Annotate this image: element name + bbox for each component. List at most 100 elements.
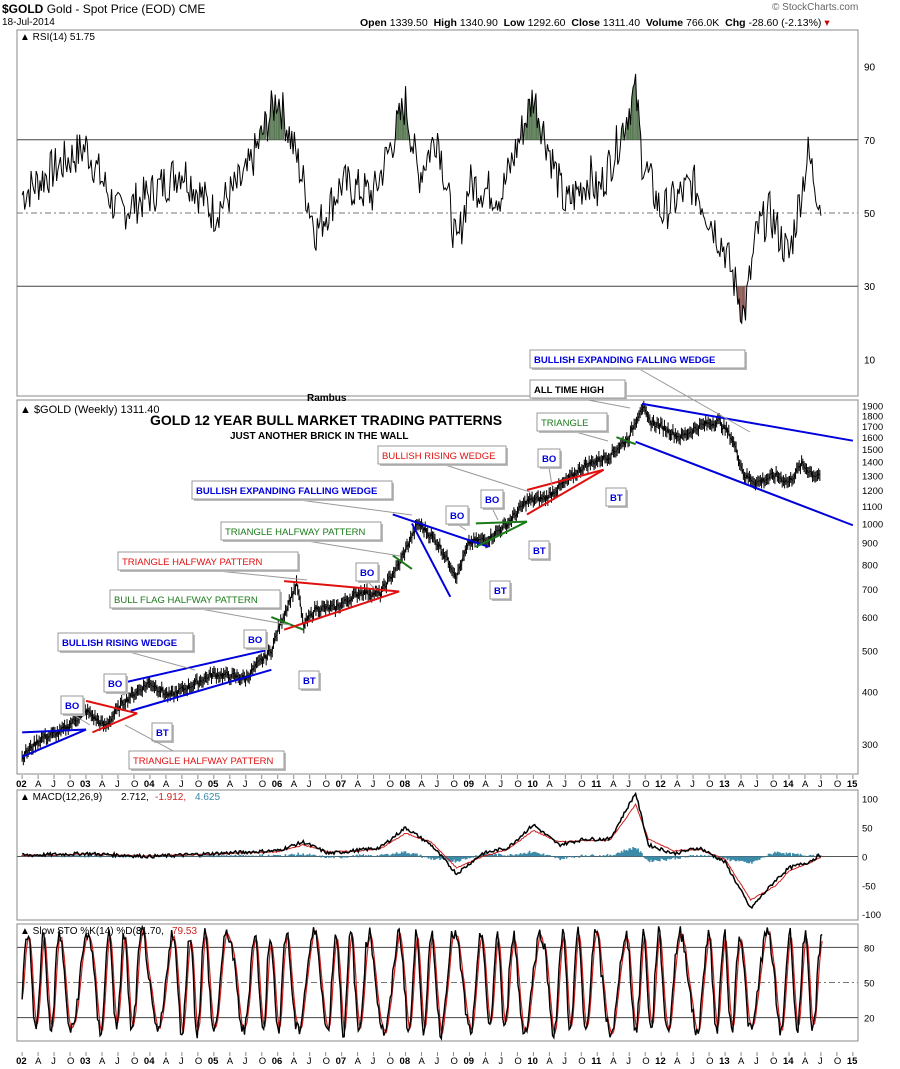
stoch-xaxis-label: O bbox=[642, 1056, 649, 1067]
stoch-xaxis-label: 13 bbox=[719, 1056, 730, 1067]
annotation-box bbox=[57, 632, 194, 652]
price-ytick-label: 1100 bbox=[862, 502, 882, 513]
macd-line bbox=[22, 791, 822, 910]
macd-ytick-label: 0 bbox=[862, 852, 867, 863]
close-label: Close bbox=[571, 17, 600, 29]
price-xaxis-label: O bbox=[67, 779, 74, 790]
annotation-text: TRIANGLE bbox=[541, 418, 589, 429]
author-label: Rambus bbox=[307, 393, 347, 404]
stoch-legend-label: ▲ Slow STO %K(14) %D(3) bbox=[20, 926, 145, 937]
stoch-xaxis-label: J bbox=[371, 1056, 376, 1067]
macd-legend-value: -1.912, bbox=[155, 792, 186, 803]
price-legend: ▲ $GOLD (Weekly) 1311.40 bbox=[20, 404, 159, 416]
stoch-xaxis-label: A bbox=[99, 1056, 106, 1067]
price-xaxis-label: O bbox=[195, 779, 202, 790]
rsi-ytick-label: 10 bbox=[864, 355, 876, 366]
symbol: $GOLD bbox=[2, 2, 44, 16]
price-xaxis-label: J bbox=[754, 779, 759, 790]
annotation-text: BT bbox=[533, 546, 546, 557]
stoch-xaxis-label: 15 bbox=[847, 1056, 858, 1067]
annotation-text: BO bbox=[360, 568, 374, 579]
price-ytick-label: 600 bbox=[862, 613, 878, 624]
stoch-k-line bbox=[21, 924, 823, 1041]
trendline bbox=[22, 728, 87, 734]
price-xaxis-label: O bbox=[323, 779, 330, 790]
annotation-box bbox=[60, 695, 84, 715]
price-xaxis-label: A bbox=[35, 779, 42, 790]
price-xaxis-label: O bbox=[642, 779, 649, 790]
rsi-overbought-fill bbox=[621, 122, 623, 140]
open-label: Open bbox=[360, 17, 387, 29]
price-xaxis-label: J bbox=[51, 779, 56, 790]
stoch-legend-value: 79.53 bbox=[172, 926, 197, 937]
price-ytick-label: 1500 bbox=[862, 445, 883, 456]
rsi-oversold-fill bbox=[740, 286, 742, 324]
annotation-pointer bbox=[125, 650, 196, 671]
price-xaxis-label: A bbox=[674, 779, 681, 790]
rsi-line bbox=[21, 73, 822, 325]
rsi-ytick-label: 50 bbox=[864, 209, 876, 220]
chart-date: 18-Jul-2014 bbox=[2, 17, 55, 28]
stoch-xaxis-label: 14 bbox=[783, 1056, 794, 1067]
annotation-text: BO bbox=[450, 511, 464, 522]
price-ytick-label: 1700 bbox=[862, 422, 883, 433]
price-xaxis-label: J bbox=[435, 779, 440, 790]
price-xaxis-label: 15 bbox=[847, 779, 858, 790]
price-xaxis-label: A bbox=[546, 779, 553, 790]
stoch-xaxis-label: O bbox=[131, 1056, 138, 1067]
stoch-xaxis-label: 04 bbox=[144, 1056, 155, 1067]
annotation-box bbox=[220, 521, 382, 541]
trendline bbox=[283, 590, 400, 631]
trendline bbox=[526, 468, 604, 491]
price-xaxis-label: 08 bbox=[400, 779, 411, 790]
trendline bbox=[124, 649, 266, 684]
price-xaxis-label: A bbox=[355, 779, 362, 790]
ohlc-readout: Open 1339.50 High 1340.90 Low 1292.60 Cl… bbox=[360, 17, 830, 29]
annotation-box bbox=[480, 489, 504, 509]
stoch-xaxis-label: 11 bbox=[591, 1056, 602, 1067]
annotation-text: BO bbox=[542, 454, 556, 465]
price-xaxis-label: A bbox=[738, 779, 745, 790]
stoch-xaxis-label: O bbox=[578, 1056, 585, 1067]
watermark: © StockCharts.com bbox=[772, 2, 859, 13]
price-ytick-label: 1900 bbox=[862, 402, 883, 413]
stoch-xaxis-label: O bbox=[706, 1056, 713, 1067]
rsi-overbought-fill bbox=[524, 123, 526, 140]
rsi-ytick-label: 90 bbox=[864, 63, 876, 74]
annotation-pointer bbox=[441, 463, 531, 493]
annotation-box bbox=[536, 412, 608, 432]
open-value: 1339.50 bbox=[389, 17, 428, 29]
stoch-xaxis-label: J bbox=[179, 1056, 184, 1067]
rsi-legend: ▲ RSI(14) 51.75 bbox=[20, 32, 95, 43]
stoch-xaxis-label: A bbox=[546, 1056, 553, 1067]
stoch-d-line bbox=[21, 928, 823, 1035]
chart-header-title: $GOLD Gold - Spot Price (EOD) CME bbox=[2, 2, 205, 16]
trendline bbox=[392, 554, 413, 570]
stoch-xaxis-label: O bbox=[834, 1056, 841, 1067]
annotation-text: BO bbox=[65, 701, 79, 712]
annotation-pointer bbox=[194, 607, 291, 626]
stoch-xaxis-label: J bbox=[818, 1056, 823, 1067]
stoch-xaxis-label: O bbox=[323, 1056, 330, 1067]
stoch-xaxis-label: J bbox=[754, 1056, 759, 1067]
stoch-xaxis-label: 09 bbox=[463, 1056, 474, 1067]
close-value: 1311.40 bbox=[602, 17, 641, 29]
rsi-overbought-fill bbox=[276, 109, 278, 140]
price-xaxis-label: J bbox=[626, 779, 631, 790]
annotation-box bbox=[103, 673, 127, 693]
annotation-box bbox=[191, 480, 393, 500]
annotation-text: BO bbox=[108, 679, 122, 690]
stoch-xaxis-label: 06 bbox=[272, 1056, 283, 1067]
annotation-text: BULLISH EXPANDING FALLING WEDGE bbox=[196, 486, 377, 497]
price-xaxis-label: O bbox=[578, 779, 585, 790]
price-xaxis-label: J bbox=[562, 779, 567, 790]
macd-ytick-label: -100 bbox=[862, 910, 881, 921]
chart-title: GOLD 12 YEAR BULL MARKET TRADING PATTERN… bbox=[150, 412, 502, 428]
stoch-ytick-label: 80 bbox=[864, 943, 875, 954]
price-xaxis-label: 07 bbox=[336, 779, 347, 790]
price-xaxis-label: O bbox=[131, 779, 138, 790]
macd-ytick-label: 100 bbox=[862, 795, 878, 806]
rsi-oversold-fill bbox=[744, 286, 746, 321]
stoch-xaxis-label: 12 bbox=[655, 1056, 666, 1067]
